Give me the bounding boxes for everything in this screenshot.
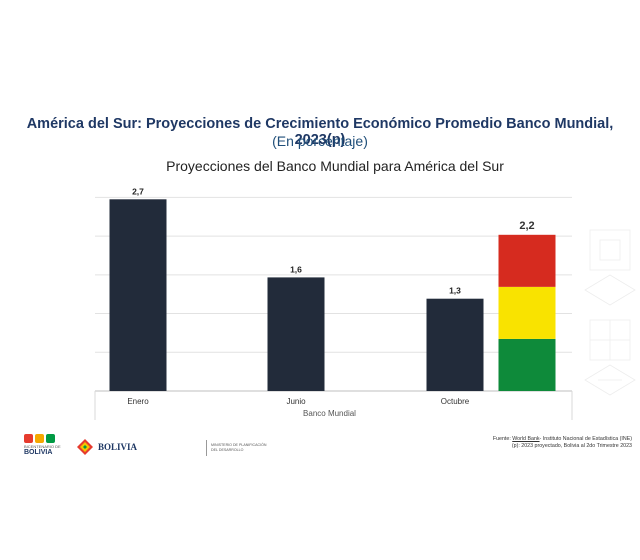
slide-title: América del Sur: Proyecciones de Crecimi… bbox=[26, 116, 614, 148]
logo-divider bbox=[206, 440, 207, 456]
highlight-bar-segment-3 bbox=[498, 234, 556, 287]
bolivia-wordmark: BOLIVIA bbox=[98, 442, 138, 452]
highlight-data-label: 2,2 bbox=[519, 220, 534, 232]
tick-label-octubre: Octubre bbox=[441, 397, 470, 406]
bicentenario-big-text: BOLIVIA bbox=[24, 449, 53, 456]
slide-subtitle: (En porcentaje) bbox=[272, 133, 368, 149]
source-projection-note: (p): 2023 proyectado, Bolivia al 2do Tri… bbox=[511, 443, 632, 449]
bar-enero bbox=[109, 199, 167, 391]
bolivia-ministry-logo: BOLIVIA MINISTERIO DE PLANIFICACIÓN DEL … bbox=[76, 436, 267, 460]
bicentenario-logo: BICENTENARIO DE BOLIVIA bbox=[24, 434, 64, 462]
ministerio-text: MINISTERIO DE PLANIFICACIÓN DEL DESARROL… bbox=[211, 443, 267, 452]
chart-title: Proyecciones del Banco Mundial para Amér… bbox=[166, 158, 504, 174]
decorative-pattern bbox=[584, 229, 636, 396]
bar-chart: 2,7 Enero 1,6 Junio 1,3 Octubre 2,2 Banco Mundi… bbox=[94, 186, 573, 420]
source-prefix: Fuente: bbox=[492, 436, 513, 442]
tick-label-junio: Junio bbox=[286, 397, 306, 406]
highlight-bar-segment-1 bbox=[498, 338, 556, 391]
source-note: Fuente: World Bank- Instituto Nacional d… bbox=[493, 436, 632, 450]
source-rest: - Instituto Nacional de Estadística (INE… bbox=[539, 436, 632, 442]
tick-label-enero: Enero bbox=[127, 397, 149, 406]
bar-octubre bbox=[426, 298, 484, 391]
source-link[interactable]: World Bank bbox=[512, 436, 540, 442]
bolivia-emblem-icon bbox=[77, 439, 93, 455]
bar-junio bbox=[267, 277, 325, 391]
data-label-octubre: 1,3 bbox=[449, 286, 461, 296]
bicentenario-small-text: BICENTENARIO DE bbox=[24, 444, 61, 449]
x-axis-title: Banco Mundial bbox=[303, 409, 356, 418]
footer: BICENTENARIO DE BOLIVIA BOLIVIA MINISTER… bbox=[0, 428, 640, 466]
data-label-enero: 2,7 bbox=[132, 186, 144, 196]
highlight-bar-segment-2 bbox=[498, 286, 556, 339]
data-label-junio: 1,6 bbox=[290, 264, 302, 274]
